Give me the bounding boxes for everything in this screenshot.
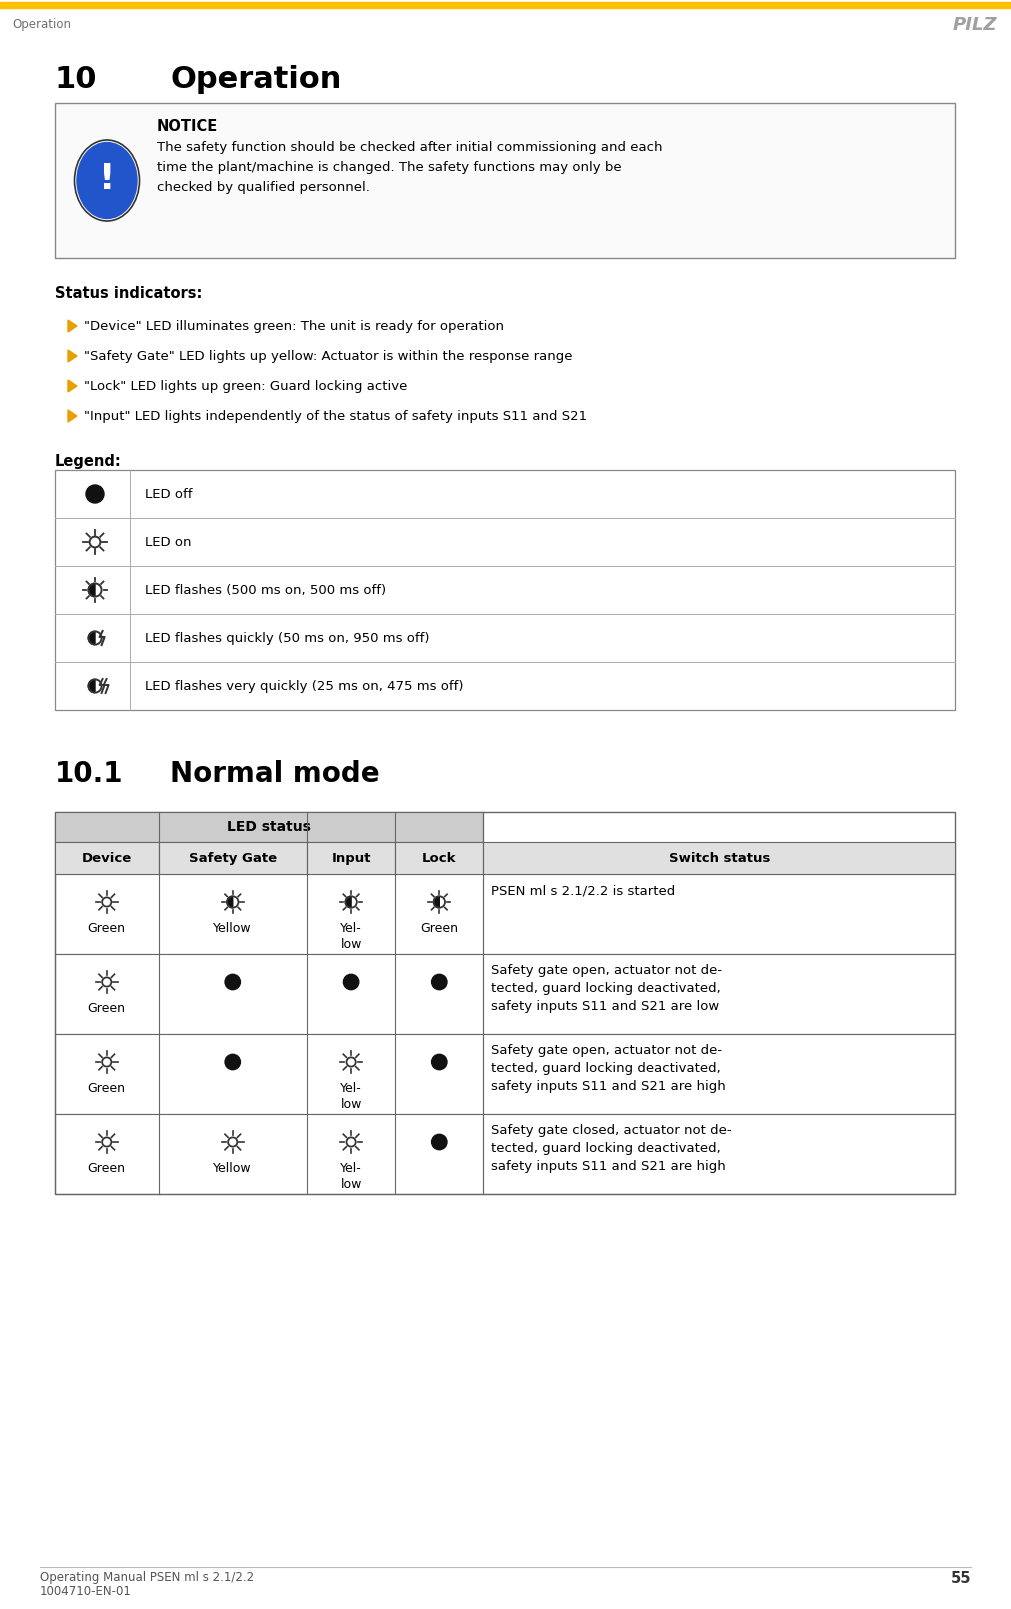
Text: Normal mode: Normal mode: [170, 759, 379, 788]
Text: "Input" LED lights independently of the status of safety inputs S11 and S21: "Input" LED lights independently of the …: [84, 410, 587, 423]
Bar: [55, 1113, 955, 1194]
Polygon shape: [88, 584, 95, 597]
Bar: [55, 954, 955, 1035]
Text: Green: Green: [88, 1081, 125, 1096]
Bar: [483, 842, 955, 874]
Text: Safety Gate: Safety Gate: [189, 851, 277, 864]
Text: NOTICE: NOTICE: [157, 119, 218, 134]
Text: LED flashes quickly (50 ms on, 950 ms off): LED flashes quickly (50 ms on, 950 ms of…: [145, 631, 430, 645]
Text: Device: Device: [82, 851, 131, 864]
Text: Lock: Lock: [422, 851, 457, 864]
Polygon shape: [88, 679, 95, 692]
Circle shape: [344, 975, 359, 990]
Text: 55: 55: [950, 1570, 971, 1586]
Bar: [159, 842, 307, 874]
Text: LED off: LED off: [145, 488, 192, 500]
Circle shape: [86, 484, 104, 504]
Bar: [55, 813, 955, 1194]
Text: Green: Green: [88, 1002, 125, 1015]
Polygon shape: [68, 320, 77, 331]
Text: Status indicators:: Status indicators:: [55, 286, 202, 301]
Text: time the plant/machine is changed. The safety functions may only be: time the plant/machine is changed. The s…: [157, 161, 622, 174]
Bar: [307, 842, 395, 874]
Text: 10.1: 10.1: [55, 759, 123, 788]
Text: !: !: [99, 161, 115, 196]
Text: Yel-
low: Yel- low: [341, 1081, 362, 1110]
Bar: [55, 874, 955, 954]
Polygon shape: [68, 351, 77, 362]
Ellipse shape: [77, 143, 137, 219]
Bar: [55, 842, 159, 874]
Text: LED status: LED status: [227, 821, 311, 833]
Text: "Lock" LED lights up green: Guard locking active: "Lock" LED lights up green: Guard lockin…: [84, 380, 407, 393]
Bar: [55, 103, 955, 257]
Text: Safety gate open, actuator not de-
tected, guard locking deactivated,
safety inp: Safety gate open, actuator not de- tecte…: [491, 1044, 726, 1093]
Text: PSEN ml s 2.1/2.2 is started: PSEN ml s 2.1/2.2 is started: [491, 883, 675, 896]
Circle shape: [432, 975, 447, 990]
Polygon shape: [227, 896, 233, 907]
Text: 1004710-EN-01: 1004710-EN-01: [40, 1585, 131, 1598]
Circle shape: [432, 1054, 447, 1070]
Text: LED flashes very quickly (25 ms on, 475 ms off): LED flashes very quickly (25 ms on, 475 …: [145, 679, 463, 692]
Bar: [55, 813, 483, 842]
Bar: [395, 842, 483, 874]
Polygon shape: [346, 896, 351, 907]
Bar: [0, 2, 1011, 8]
Polygon shape: [68, 410, 77, 422]
Text: Operating Manual PSEN ml s 2.1/2.2: Operating Manual PSEN ml s 2.1/2.2: [40, 1570, 254, 1583]
Text: Yellow: Yellow: [213, 1162, 252, 1175]
Text: Yel-
low: Yel- low: [341, 922, 362, 951]
Text: LED flashes (500 ms on, 500 ms off): LED flashes (500 ms on, 500 ms off): [145, 584, 386, 597]
Text: Green: Green: [88, 1162, 125, 1175]
Text: Safety gate open, actuator not de-
tected, guard locking deactivated,
safety inp: Safety gate open, actuator not de- tecte…: [491, 964, 723, 1014]
Text: Input: Input: [332, 851, 371, 864]
Text: Green: Green: [88, 922, 125, 935]
Text: Switch status: Switch status: [668, 851, 770, 864]
Text: The safety function should be checked after initial commissioning and each: The safety function should be checked af…: [157, 142, 662, 154]
Text: checked by qualified personnel.: checked by qualified personnel.: [157, 180, 370, 195]
Polygon shape: [88, 631, 95, 645]
Text: Yellow: Yellow: [213, 922, 252, 935]
Text: Operation: Operation: [12, 18, 71, 31]
Bar: [55, 1035, 955, 1113]
Polygon shape: [434, 896, 440, 907]
Text: Yel-
low: Yel- low: [341, 1162, 362, 1191]
Text: Green: Green: [421, 922, 458, 935]
Text: PILZ: PILZ: [952, 16, 997, 34]
Polygon shape: [68, 380, 77, 393]
Text: LED on: LED on: [145, 536, 191, 549]
Text: "Safety Gate" LED lights up yellow: Actuator is within the response range: "Safety Gate" LED lights up yellow: Actu…: [84, 351, 572, 364]
Circle shape: [225, 975, 241, 990]
Bar: [55, 470, 955, 710]
Text: Legend:: Legend:: [55, 454, 121, 468]
Circle shape: [432, 1134, 447, 1150]
Text: "Device" LED illuminates green: The unit is ready for operation: "Device" LED illuminates green: The unit…: [84, 320, 504, 333]
Text: 10: 10: [55, 64, 97, 93]
Text: Safety gate closed, actuator not de-
tected, guard locking deactivated,
safety i: Safety gate closed, actuator not de- tec…: [491, 1125, 732, 1173]
Circle shape: [225, 1054, 241, 1070]
Text: Operation: Operation: [170, 64, 342, 93]
